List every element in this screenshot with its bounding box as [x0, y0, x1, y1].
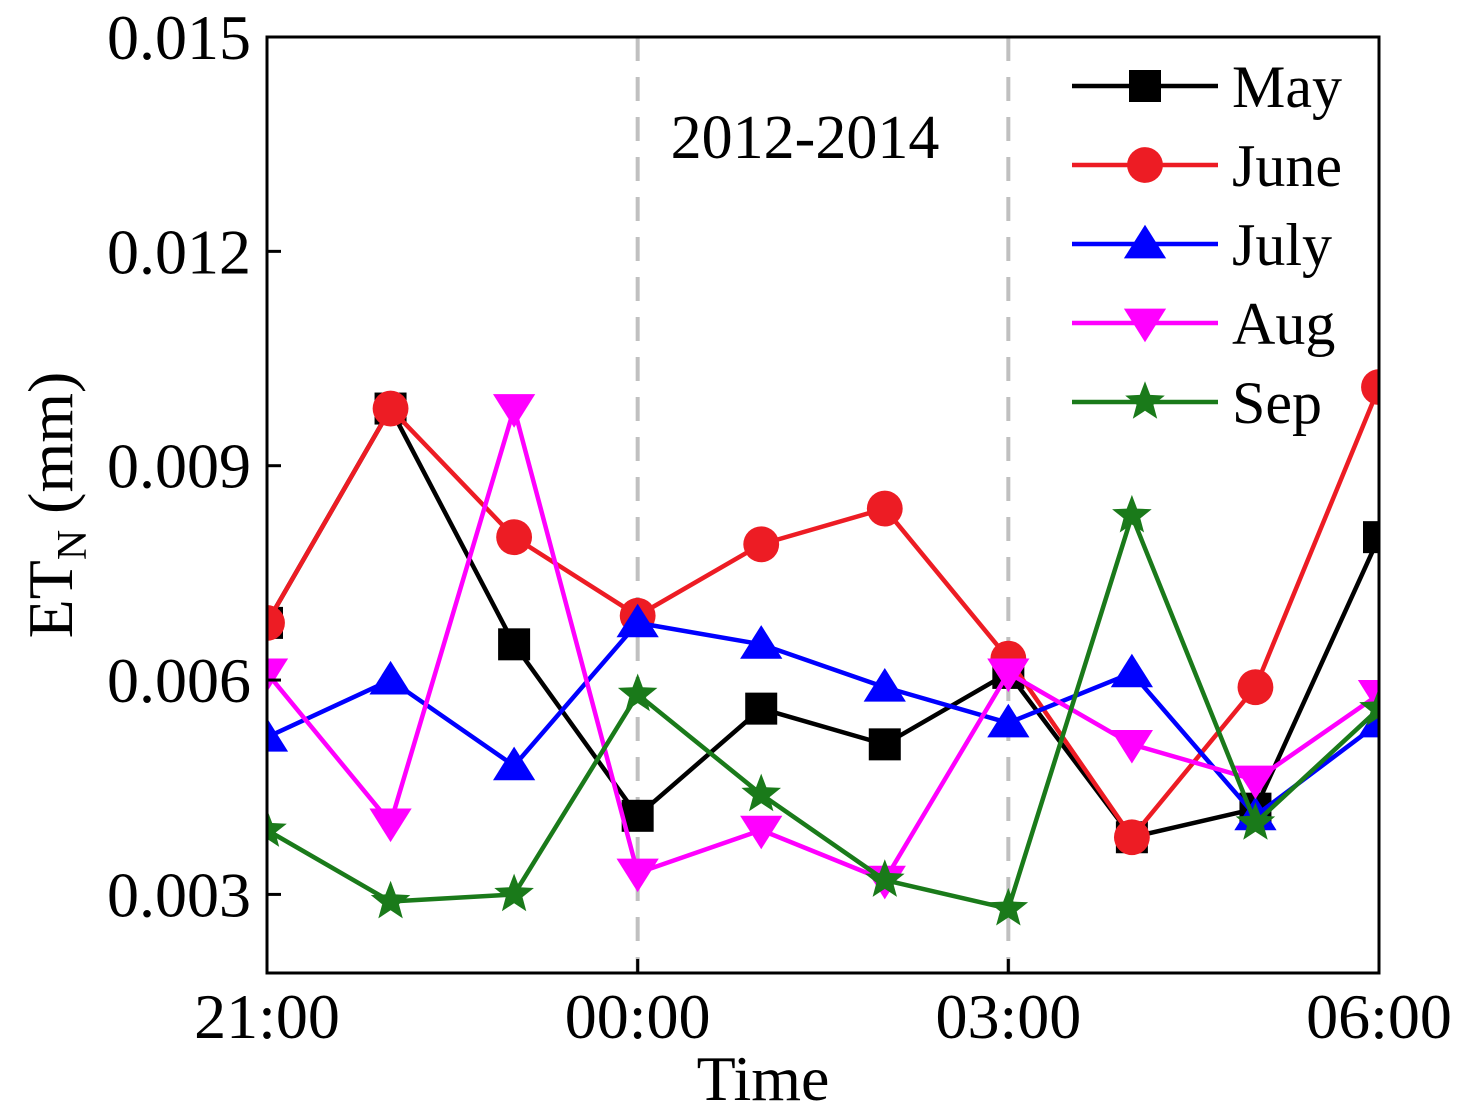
y-tick-label-2: 0.009: [107, 431, 251, 502]
series-aug-point-8: [1234, 765, 1277, 800]
series-july-point-1: [369, 660, 412, 695]
series-aug-point-7: [1110, 729, 1154, 764]
y-tick-label-3: 0.012: [107, 216, 251, 287]
series-aug-point-1: [369, 808, 412, 843]
series-layer: [267, 369, 1379, 926]
legend-item-may: May: [1072, 54, 1342, 120]
x-tick-label-0: 21:00: [194, 981, 340, 1052]
series-sep-point-7: [1112, 494, 1152, 533]
reference-lines: [635, 37, 1011, 973]
period-annotation: 2012-2014: [671, 104, 940, 172]
series-june-point-2: [496, 519, 533, 556]
x-tick-label-2: 03:00: [935, 981, 1081, 1052]
legend-sep-marker: [1125, 381, 1165, 419]
legend-item-aug: Aug: [1072, 291, 1335, 357]
series-june-point-0: [267, 604, 285, 641]
x-axis-title: Time: [697, 1043, 830, 1114]
series-july-point-6: [987, 703, 1030, 738]
y-axis-title: ETN (mm): [15, 372, 96, 639]
legend-label-sep: Sep: [1232, 370, 1322, 436]
series-may-point-5: [868, 728, 901, 761]
series-aug-point-6: [987, 658, 1030, 693]
series-may-point-4: [745, 692, 778, 725]
legend-july-marker: [1123, 224, 1167, 259]
series-sep-point-1: [370, 880, 411, 919]
series-sep-point-0: [267, 809, 287, 847]
series-may: [267, 392, 1379, 854]
plot-frame: [265, 35, 1381, 975]
y-tick-label-0: 0.003: [107, 859, 251, 930]
series-sep-point-9: [1359, 687, 1379, 726]
series-july-point-0: [267, 718, 289, 752]
legend-aug-marker: [1123, 308, 1167, 343]
series-sep-line: [267, 513, 1379, 911]
series-july-line: [267, 620, 1379, 819]
series-aug-point-4: [740, 815, 783, 850]
legend-label-june: June: [1232, 133, 1342, 199]
x-tick-label-1: 00:00: [565, 981, 711, 1052]
series-june-point-8: [1237, 669, 1274, 706]
legend: May June July Aug Sep: [1072, 54, 1342, 436]
series-july-point-2: [492, 746, 536, 781]
legend-label-july: July: [1232, 212, 1332, 278]
series-may-point-9: [1363, 521, 1379, 554]
series-sep-point-4: [741, 773, 781, 812]
series-july-point-3: [616, 603, 659, 638]
series-may-point-2: [498, 628, 531, 661]
series-july-point-9: [1357, 703, 1379, 738]
series-sep-point-8: [1235, 802, 1276, 840]
axes-layer: 0.003 0.006 0.009 0.012 0.015 21:00 00:00 03:00…: [107, 2, 1452, 1052]
legend-item-june: June: [1072, 133, 1342, 199]
series-sep-point-2: [494, 873, 534, 912]
series-aug-point-0: [267, 658, 289, 693]
series-july-point-4: [740, 625, 783, 659]
series-june-point-4: [743, 526, 780, 563]
series-aug: [267, 394, 1379, 900]
series-june-point-7: [1113, 819, 1150, 856]
series-aug-line: [267, 406, 1379, 883]
legend-label-may: May: [1232, 54, 1342, 120]
legend-may-marker: [1129, 70, 1161, 102]
series-sep-point-6: [988, 887, 1029, 926]
y-axis-title-unit: (mm): [15, 372, 86, 530]
series-june-point-5: [866, 490, 903, 527]
y-axis-title-subscript: N: [50, 530, 96, 560]
legend-june-marker: [1127, 147, 1163, 183]
x-tick-label-3: 06:00: [1306, 981, 1452, 1052]
series-june-point-9: [1361, 369, 1379, 406]
series-june-point-1: [372, 390, 409, 427]
series-sep: [267, 494, 1379, 926]
y-tick-label-1: 0.006: [107, 645, 251, 716]
series-sep-point-5: [865, 859, 905, 897]
series-sep-point-3: [617, 673, 658, 712]
y-tick-label-4: 0.015: [107, 2, 251, 73]
y-axis-title-main: ET: [15, 560, 86, 638]
series-aug-point-3: [616, 858, 659, 893]
series-aug-point-9: [1357, 679, 1379, 714]
series-may-line: [267, 406, 1379, 840]
legend-item-july: July: [1072, 212, 1332, 278]
series-july-point-7: [1110, 653, 1154, 688]
series-july-point-5: [863, 667, 906, 702]
legend-item-sep: Sep: [1072, 370, 1322, 436]
series-july: [267, 603, 1379, 831]
series-aug-point-2: [492, 394, 536, 428]
legend-label-aug: Aug: [1232, 291, 1335, 357]
